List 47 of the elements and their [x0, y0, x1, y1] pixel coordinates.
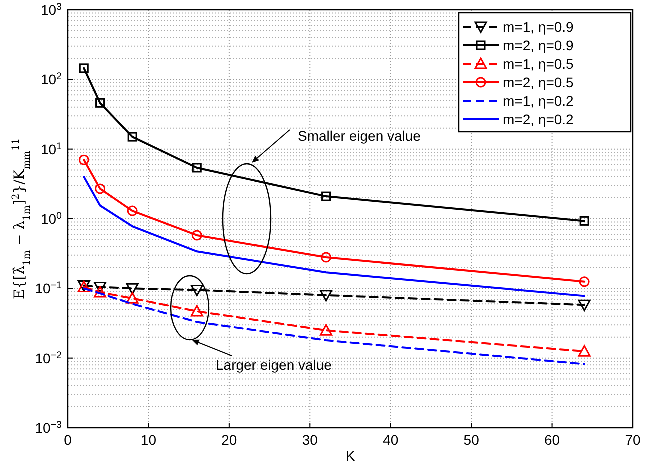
y-tick-label: 10$^{3}$: [40, 2, 63, 18]
point: [578, 345, 591, 357]
point: [94, 286, 107, 298]
x-tick-label: 40: [383, 432, 399, 448]
line-series: [83, 176, 586, 298]
point: [128, 132, 138, 142]
point: [322, 192, 332, 202]
x-axis-title: K: [346, 448, 356, 464]
x-tick-label: 60: [544, 432, 560, 448]
x-tick-label: 70: [625, 432, 641, 448]
legend-label: m=2, η=0.9: [503, 38, 574, 54]
y-tick-label: 10$^{2}$: [40, 71, 62, 88]
point: [321, 252, 332, 263]
y-tick-label: 10$^{−1}$: [35, 280, 62, 297]
x-tick-label: 10: [140, 432, 157, 448]
legend-label: m=1, η=0.5: [503, 56, 574, 72]
legend-label: m=1, η=0.2: [503, 93, 574, 109]
annotation: Smaller eigen value: [298, 128, 422, 144]
x-tick-label: 30: [302, 432, 318, 448]
legend-label: m=2, η=0.5: [503, 74, 574, 90]
point: [580, 216, 590, 226]
y-tick-label: 10$^{0}$: [40, 210, 63, 227]
point: [126, 283, 139, 295]
point: [320, 290, 333, 302]
point: [320, 324, 333, 336]
point: [95, 184, 106, 194]
point: [126, 292, 139, 304]
x-tick-label: 20: [222, 432, 238, 448]
point: [579, 276, 590, 288]
point: [78, 154, 90, 166]
point: [192, 163, 202, 173]
point: [127, 206, 138, 216]
point: [79, 64, 89, 74]
point: [578, 300, 591, 312]
legend-label: m=2, η=0.2: [503, 112, 574, 128]
point: [192, 230, 202, 241]
x-tick-label: 0: [64, 432, 72, 448]
point: [96, 98, 106, 108]
point: [94, 282, 107, 294]
y-tick-label: 10$^{−2}$: [35, 350, 62, 366]
y-tick-label: 10$^{1}$: [40, 140, 62, 158]
point: [190, 305, 204, 317]
y-tick-label: 10$^{−3}$: [35, 420, 63, 436]
x-tick-label: 50: [464, 432, 480, 448]
annotation: Larger eigen value: [216, 357, 332, 373]
legend-label: m=1, η=0.9: [503, 19, 574, 35]
point: [190, 284, 204, 296]
